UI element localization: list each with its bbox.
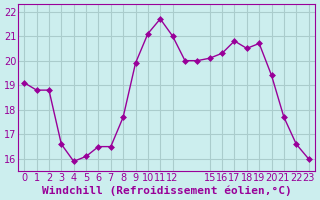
X-axis label: Windchill (Refroidissement éolien,°C): Windchill (Refroidissement éolien,°C) (42, 185, 291, 196)
